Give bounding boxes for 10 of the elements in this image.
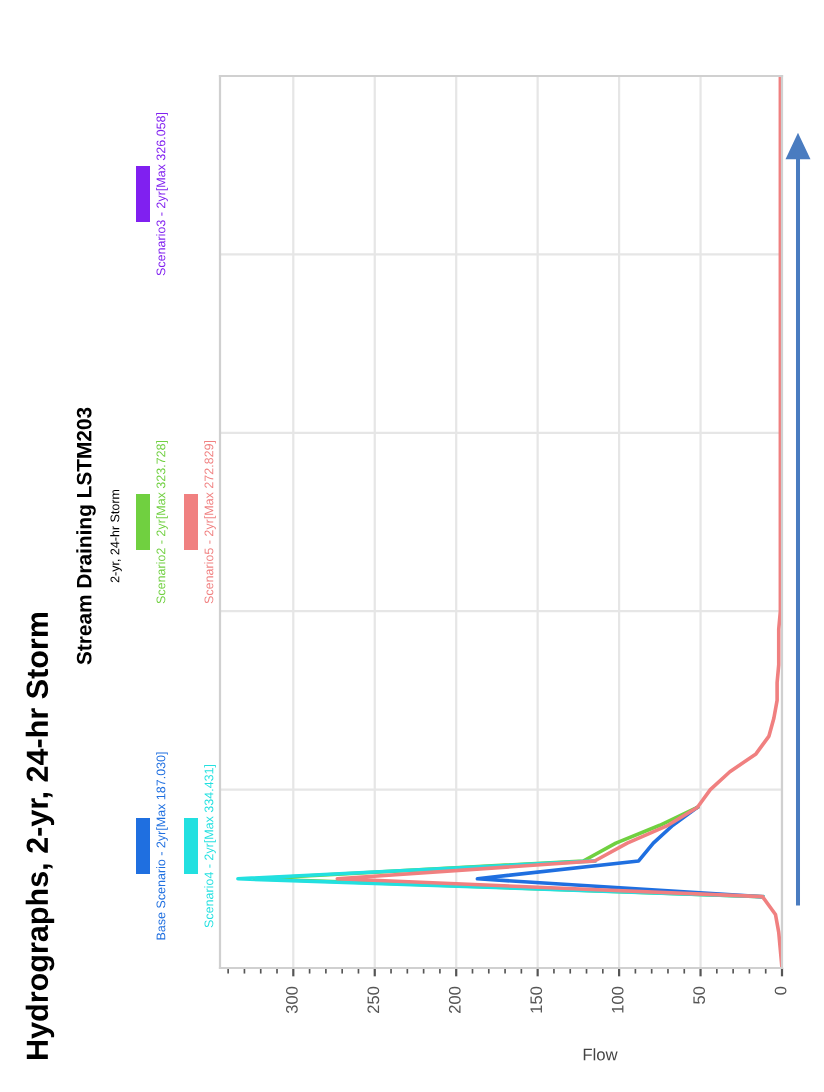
text: Stream Draining LSTM203 (76, 407, 96, 665)
x-tick-label: 300 (285, 986, 298, 1014)
x-axis-title: Flow (583, 1048, 618, 1061)
x-tick-label: 150 (530, 986, 543, 1013)
x-tick-label: 250 (367, 986, 380, 1014)
x-tick-label: 0 (774, 986, 787, 995)
x-tick-label: 200 (448, 986, 461, 1014)
x-tick-label: 50 (693, 986, 706, 1004)
x-tick-label: 100 (611, 986, 624, 1013)
text: Hydrographs, 2-yr, 24-hr Storm (25, 612, 55, 1059)
